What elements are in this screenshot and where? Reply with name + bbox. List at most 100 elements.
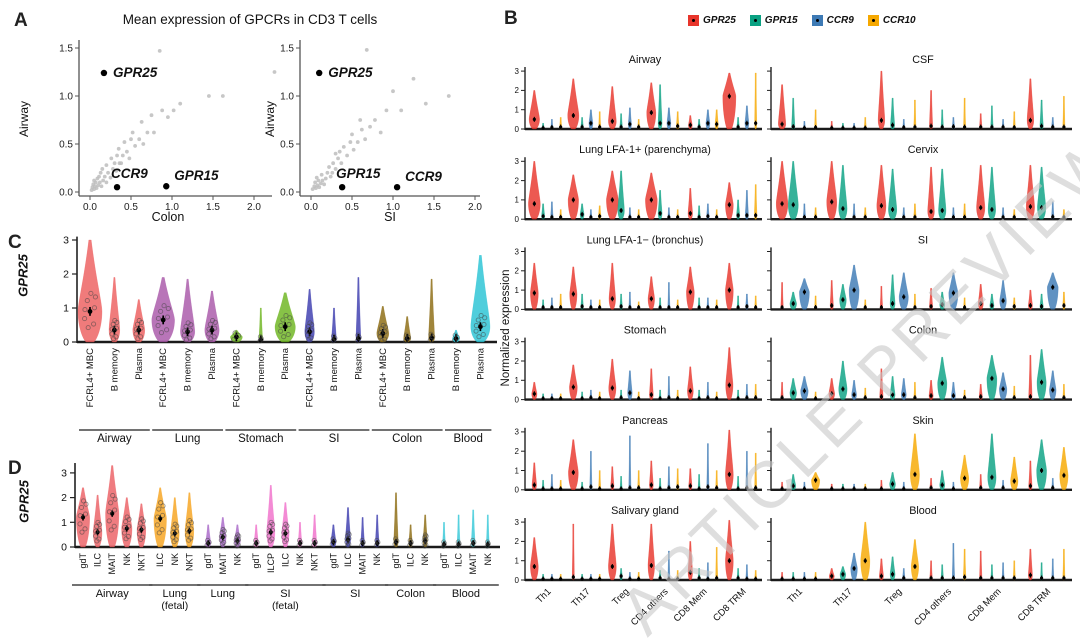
violin: [667, 550, 671, 581]
panel-label-c: C: [8, 232, 22, 253]
facet-title: Blood: [909, 505, 937, 517]
cell-label: Plasma: [353, 347, 364, 379]
svg-text:0: 0: [61, 542, 67, 554]
group-sublabel: (fetal): [272, 600, 299, 612]
cell-label: B memory: [402, 348, 413, 392]
group-label: Lung: [175, 433, 201, 445]
violin: [470, 255, 491, 343]
violin: [828, 378, 835, 400]
violin: [890, 97, 895, 130]
ccr9-swatch-icon: [811, 15, 823, 26]
violin: [688, 468, 693, 491]
cell-label: FCRL4+ MBC: [305, 348, 316, 408]
svg-text:0: 0: [63, 337, 69, 349]
violin: [588, 109, 594, 130]
violin: [960, 454, 970, 491]
cell-label: gdT: [328, 553, 338, 569]
svg-text:1: 1: [515, 557, 520, 566]
svg-text:0.0: 0.0: [83, 202, 97, 213]
violin: [687, 188, 693, 220]
violin: [567, 174, 579, 220]
cell-label: MAIT: [218, 552, 228, 574]
violin: [530, 262, 539, 310]
violin: [838, 360, 848, 400]
violin: [888, 168, 898, 220]
svg-text:3: 3: [515, 518, 520, 527]
ccr10-swatch-icon: [867, 15, 879, 26]
cell-label: FCRL4+ MBC: [85, 348, 96, 408]
cell-label: Plasma: [207, 347, 218, 379]
x-tick-label: Th17: [570, 586, 593, 609]
facet-title: Pancreas: [622, 415, 668, 427]
violin: [1025, 164, 1035, 220]
facet-CSF: CSF: [767, 54, 1072, 131]
violin: [608, 523, 617, 581]
violin: [649, 460, 654, 491]
x-tick-label: Treg: [883, 586, 904, 607]
facet-Stomach: Stomach 0 1 2 3: [515, 325, 762, 404]
x-tick-label: CD8 Mem: [966, 586, 1004, 624]
violin: [610, 466, 615, 491]
facet-Blood: Blood Th1 Th17 Treg CD4 others CD8 Mem CD8 TRM: [767, 505, 1072, 628]
svg-text:1.0: 1.0: [59, 92, 73, 103]
violin: [838, 164, 848, 220]
violin: [571, 523, 575, 581]
highlight-label: CCR9: [111, 166, 148, 181]
group-label: SI: [329, 433, 340, 445]
violin: [744, 190, 749, 220]
facet-title: Cervix: [908, 144, 939, 156]
violin: [705, 109, 711, 130]
violin: [569, 364, 578, 400]
cell-label: NK: [420, 553, 430, 566]
group-label: Stomach: [238, 433, 283, 445]
svg-text:2: 2: [515, 447, 520, 456]
cell-label: ILC: [280, 553, 290, 568]
svg-text:0.5: 0.5: [280, 140, 294, 151]
violin: [530, 537, 539, 581]
cell-label: gdT: [251, 553, 261, 569]
x-tick-label: CD8 TRM: [711, 586, 749, 624]
violin: [889, 274, 896, 310]
violin: [800, 376, 809, 400]
svg-text:0: 0: [515, 576, 520, 585]
svg-text:1.0: 1.0: [386, 202, 400, 213]
violin: [531, 462, 537, 491]
cell-label: FCRL4+ MBC: [378, 348, 389, 408]
group-label: Lung: [163, 588, 187, 600]
violin: [879, 558, 884, 581]
group-label: Airway: [97, 433, 132, 445]
legend-item-ccr9: CCR9: [811, 15, 854, 26]
violin: [987, 166, 996, 220]
svg-text:1: 1: [515, 106, 520, 115]
cell-label: ILC: [454, 553, 464, 568]
panel-a-left-ylabel: Airway: [17, 101, 31, 138]
violin: [898, 272, 909, 310]
svg-text:2: 2: [515, 357, 520, 366]
svg-text:1: 1: [515, 376, 520, 385]
svg-text:3: 3: [61, 467, 67, 479]
svg-text:1: 1: [515, 196, 520, 205]
svg-text:2: 2: [61, 492, 67, 504]
violin: [999, 280, 1007, 310]
x-tick-label: Th17: [832, 586, 855, 609]
cell-label: Plasma: [134, 347, 145, 379]
violin: [910, 539, 919, 581]
svg-text:0: 0: [515, 125, 520, 134]
violin: [839, 284, 847, 310]
highlight-point-GPR25: [316, 69, 323, 77]
violin: [725, 182, 734, 220]
svg-text:1.0: 1.0: [280, 92, 294, 103]
legend-label: CCR10: [882, 15, 916, 26]
highlight-point-CCR9: [113, 184, 121, 191]
gpr25-swatch-icon: [688, 15, 699, 26]
x-tick-label: Th1: [786, 586, 805, 605]
facet-SI: SI: [767, 234, 1072, 311]
cell-label: NKT: [310, 552, 320, 571]
violin: [1010, 456, 1019, 491]
panel-d-ylabel: GPR25: [16, 480, 32, 523]
violin: [657, 190, 663, 220]
violin: [569, 266, 578, 310]
violin: [531, 381, 538, 400]
violin: [715, 546, 719, 581]
legend-item-ccr10: CCR10: [867, 15, 916, 26]
